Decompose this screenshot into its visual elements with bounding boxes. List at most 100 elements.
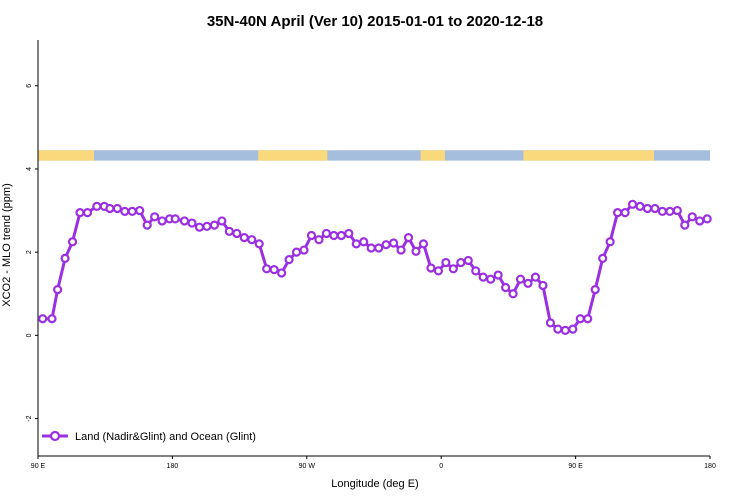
data-point [329, 230, 339, 241]
data-point [456, 257, 466, 268]
data-point [695, 216, 705, 226]
x-tick-label: 180 [167, 463, 179, 470]
data-point [403, 233, 414, 243]
data-point [530, 272, 541, 282]
data-point [336, 230, 346, 241]
x-tick-label: 0 [439, 463, 443, 470]
data-point [635, 201, 645, 211]
data-point [478, 272, 488, 282]
y-tick-label: 6 [26, 84, 33, 88]
land-band [523, 150, 654, 161]
data-point [135, 205, 145, 216]
data-point [262, 264, 272, 274]
data-point [523, 278, 533, 288]
data-point [598, 253, 608, 263]
x-tick-label: 90 E [31, 463, 46, 470]
data-point [306, 230, 317, 241]
data-point [650, 203, 660, 214]
data-point [381, 240, 391, 250]
data-point [284, 255, 294, 265]
data-point [170, 214, 180, 224]
data-point [426, 263, 436, 273]
data-point [441, 257, 451, 268]
land-band [420, 150, 445, 161]
data-point [92, 201, 102, 211]
y-axis: -2 0 2 4 6 [26, 84, 38, 422]
data-point [702, 214, 712, 224]
data-point [515, 274, 526, 284]
data-point [254, 239, 264, 249]
data-point [672, 205, 682, 216]
data-point [202, 221, 212, 231]
data-point [575, 314, 585, 324]
data-point [232, 228, 242, 239]
data-point [112, 203, 122, 214]
data-point [359, 237, 369, 247]
data-point [321, 228, 331, 239]
data-point [157, 216, 167, 226]
data-point [60, 253, 70, 263]
data-point [299, 245, 309, 255]
data-point [179, 216, 190, 226]
y-axis-label: XCO2 - MLO trend (ppm) [1, 183, 13, 306]
series-layer [38, 199, 712, 335]
data-point [687, 212, 697, 222]
data-point [665, 206, 675, 216]
y-tick-label: 0 [26, 333, 33, 337]
data-point [120, 206, 130, 216]
data-point [538, 280, 548, 291]
land-band [258, 150, 328, 161]
data-point [239, 233, 249, 243]
data-point [209, 220, 219, 230]
legend: Land (Nadir&Glint) and Ocean (Glint) [42, 430, 256, 443]
y-tick-label: 2 [26, 250, 33, 254]
data-point [269, 265, 279, 275]
legend-label: Land (Nadir&Glint) and Ocean (Glint) [75, 431, 256, 443]
data-point [463, 255, 473, 266]
x-axis: 90 E 180 90 W 0 90 E 180 [31, 456, 716, 470]
data-point [366, 243, 376, 253]
data-point [52, 285, 63, 295]
data-point [433, 266, 443, 276]
series-line [42, 202, 708, 332]
x-axis-label: Longitude (deg E) [331, 478, 418, 490]
legend-marker [49, 430, 61, 442]
ocean-band [38, 150, 710, 161]
data-point [545, 318, 556, 328]
data-point [508, 289, 518, 299]
data-point [389, 238, 399, 248]
data-point [657, 206, 668, 216]
data-point [82, 208, 93, 218]
data-point [612, 208, 623, 218]
plot-frame [37, 40, 710, 457]
data-point [351, 239, 361, 249]
data-point [501, 282, 511, 293]
data-point [67, 237, 78, 247]
data-point [493, 270, 503, 280]
data-point [75, 208, 85, 218]
land-ocean-strip [38, 150, 710, 161]
data-point [560, 325, 570, 335]
data-point [127, 206, 137, 216]
data-point [194, 222, 205, 232]
data-point [418, 239, 429, 249]
x-tick-label: 90 W [299, 463, 316, 470]
land-band [38, 150, 94, 161]
y-tick-label: 4 [26, 167, 33, 171]
data-point [448, 264, 458, 274]
data-point [150, 212, 160, 222]
data-point [590, 285, 600, 295]
data-point [105, 203, 115, 214]
data-point [247, 235, 257, 245]
x-tick-label: 90 E [568, 463, 583, 470]
data-point [553, 324, 563, 334]
y-tick-label: -2 [26, 415, 33, 421]
data-point [568, 324, 578, 334]
data-point [38, 314, 48, 324]
data-point [583, 314, 593, 324]
data-point [224, 226, 234, 236]
data-point [314, 235, 324, 245]
data-point [605, 237, 615, 247]
data-point [471, 266, 481, 276]
